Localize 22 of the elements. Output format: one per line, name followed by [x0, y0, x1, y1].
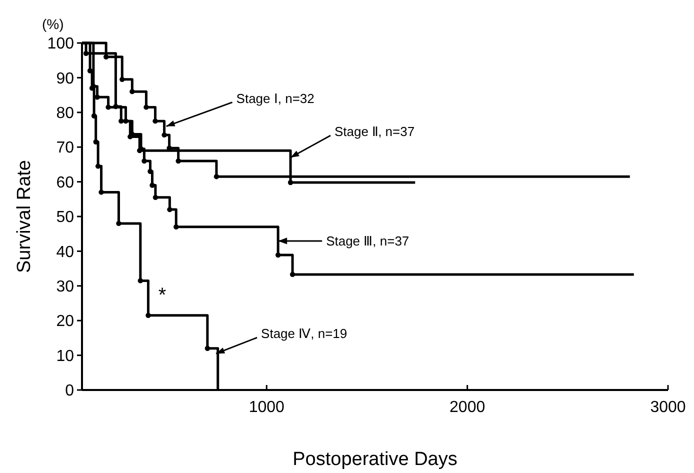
y-tick-label: 40: [56, 244, 74, 261]
x-tick-label: 3000: [650, 399, 686, 416]
y-tick-label: 100: [47, 36, 74, 53]
text: (%): [42, 16, 64, 32]
y-tick-label: 10: [56, 348, 74, 365]
y-tick-label: 60: [56, 174, 74, 192]
y-tick-label: 30: [56, 278, 74, 296]
x-tick-label: 2000: [450, 399, 486, 416]
y-axis-title: Survival Rate: [14, 160, 35, 273]
y-tick-label: 90: [56, 70, 74, 88]
y-tick-label: 0: [65, 382, 74, 400]
annotation: Stage Ⅳ, n=19: [261, 326, 348, 342]
y-tick-label: 70: [56, 140, 74, 157]
y-tick-label: 80: [56, 105, 74, 122]
annotation: Stage Ⅱ, n=37: [334, 124, 415, 140]
y-tick-label: 50: [56, 209, 74, 226]
annotation: Stage Ⅲ, n=37: [326, 234, 410, 249]
annotation: *: [158, 284, 166, 306]
annotation: Stage Ⅰ, n=32: [236, 90, 314, 106]
x-axis-title: Postoperative Days: [292, 449, 458, 470]
y-tick-label: 20: [56, 313, 74, 330]
x-tick-label: 1000: [248, 399, 285, 416]
